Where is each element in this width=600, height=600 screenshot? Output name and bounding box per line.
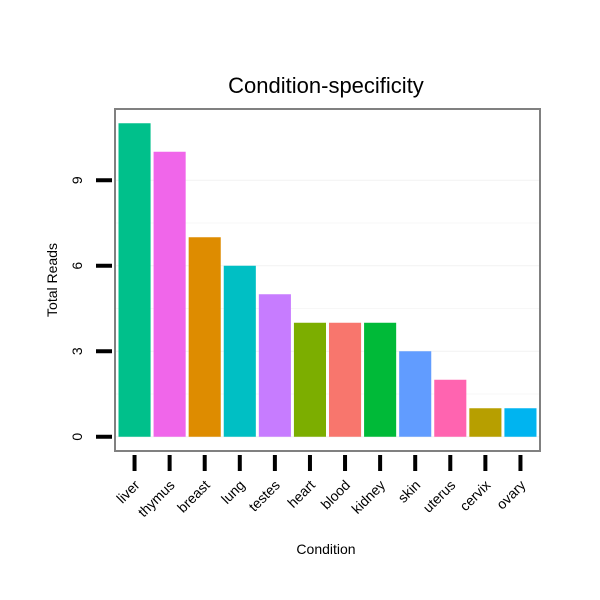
- bar-thymus: [153, 151, 186, 437]
- bar-cervix: [469, 408, 502, 437]
- y-axis-title: Total Reads: [44, 243, 60, 317]
- chart-title: Condition-specificity: [228, 73, 424, 98]
- x-axis-title: Condition: [296, 541, 355, 557]
- bar-heart: [293, 322, 326, 437]
- y-axis-ticks: 0 3 6 9: [69, 176, 112, 441]
- y-tick-label: 6: [69, 262, 85, 270]
- bar-uterus: [434, 379, 467, 437]
- bar-lung: [223, 265, 256, 437]
- plot-border: [114, 108, 541, 452]
- bar-ovary: [504, 408, 537, 437]
- bar-testes: [258, 294, 291, 437]
- bars: [118, 123, 537, 437]
- grid-lines: [115, 179, 540, 438]
- bar-blood: [329, 322, 362, 437]
- bar-breast: [188, 237, 221, 437]
- bar-liver: [118, 123, 151, 437]
- bar-kidney: [364, 322, 397, 437]
- y-tick-label: 3: [69, 347, 85, 355]
- y-tick-label: 9: [69, 176, 85, 184]
- bar-skin: [399, 351, 432, 437]
- y-tick-label: 0: [69, 433, 85, 441]
